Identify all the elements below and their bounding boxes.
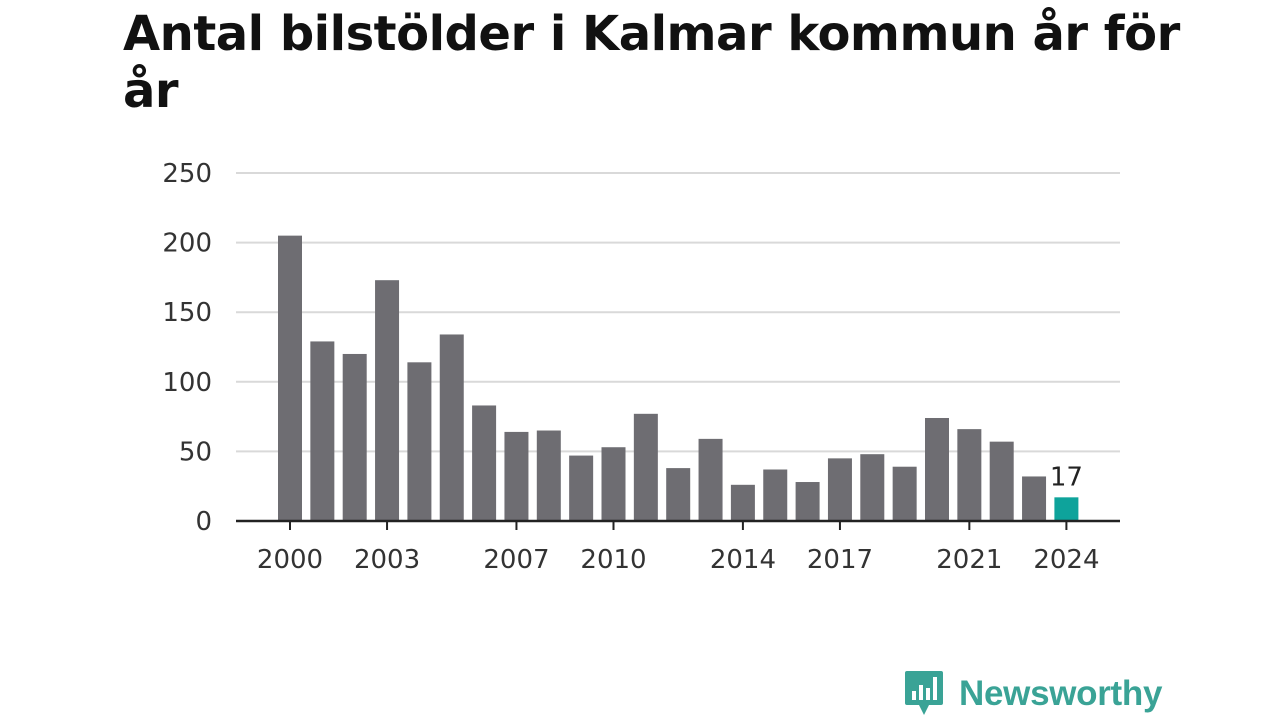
newsworthy-logo-icon <box>905 671 943 715</box>
bar-2017 <box>827 458 852 521</box>
y-axis-ticks: 0 50 100 150 200 250 <box>162 159 212 537</box>
bar-2009 <box>569 455 594 521</box>
bar-2022 <box>989 441 1014 521</box>
bar-2006 <box>472 405 497 521</box>
bar-2023 <box>1022 476 1047 521</box>
bar-2020 <box>925 417 949 521</box>
bar-2015 <box>763 469 788 521</box>
bar-2010 <box>601 447 626 521</box>
bar-2014 <box>730 484 755 521</box>
bar-2013 <box>698 438 723 521</box>
x-axis-ticks: 2000 2003 2007 2010 2014 2017 2021 2024 <box>257 521 1099 575</box>
x-tick-label: 2010 <box>580 545 646 575</box>
y-tick-label: 200 <box>162 229 212 259</box>
bar-2012 <box>666 468 691 521</box>
bar-2004 <box>407 362 432 521</box>
bar-2021 <box>957 429 982 521</box>
x-tick-label: 2021 <box>936 545 1002 575</box>
bar-chart: 0 50 100 150 200 250 2000 2003 2007 2010 2014 2017… <box>162 159 1120 575</box>
gridlines <box>236 172 1120 453</box>
bar-2007 <box>504 431 529 521</box>
y-tick-label: 250 <box>162 159 212 189</box>
bar-2005 <box>439 334 464 521</box>
bar-data-label: 17 <box>1050 462 1083 492</box>
bar-2018 <box>860 454 885 521</box>
newsworthy-logo: Newsworthy <box>903 669 1162 719</box>
data-labels: 17 <box>1050 462 1083 492</box>
y-tick-label: 100 <box>162 368 212 398</box>
x-tick-label: 2014 <box>710 545 776 575</box>
bar-2016 <box>795 482 820 521</box>
x-tick-label: 2003 <box>354 545 420 575</box>
x-tick-label: 2024 <box>1033 545 1099 575</box>
bar-2002 <box>342 353 367 521</box>
bar-2000 <box>278 235 302 521</box>
bar-2019 <box>892 466 917 521</box>
x-tick-label: 2007 <box>483 545 549 575</box>
x-tick-label: 2000 <box>257 545 323 575</box>
bar-2011 <box>633 413 658 521</box>
x-tick-label: 2017 <box>807 545 873 575</box>
bar-2024 <box>1054 497 1079 521</box>
y-tick-label: 0 <box>195 507 212 537</box>
chart-title: Antal bilstölder i Kalmar kommun år för … <box>123 6 1180 119</box>
bar-2001 <box>310 341 335 521</box>
bar-2008 <box>536 430 561 521</box>
bars <box>278 235 1079 521</box>
y-tick-label: 150 <box>162 298 212 328</box>
bar-2003 <box>375 280 400 521</box>
brand-name: Newsworthy <box>959 674 1163 713</box>
y-tick-label: 50 <box>179 437 212 467</box>
